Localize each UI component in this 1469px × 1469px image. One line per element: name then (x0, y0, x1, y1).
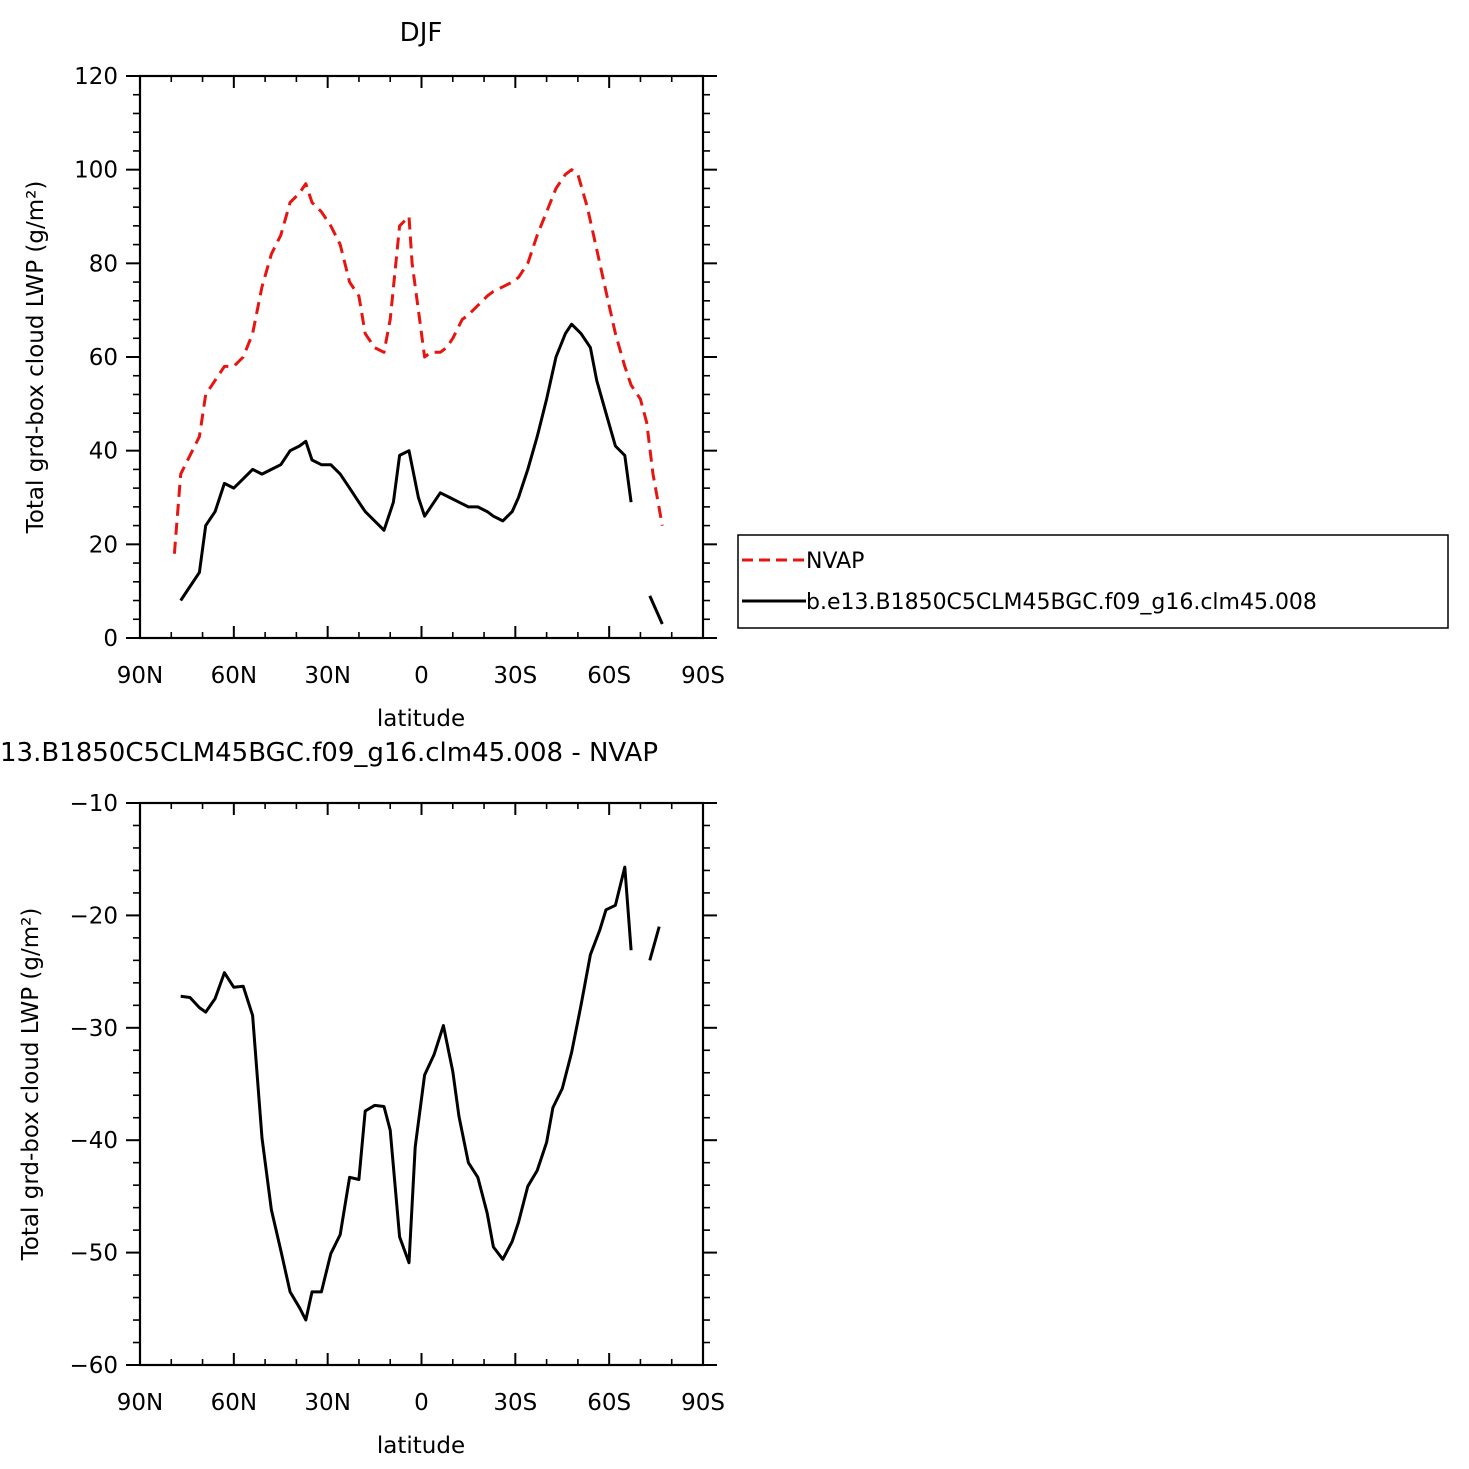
top-panel-y-axis-label: Total grd-box cloud LWP (g/m²) (23, 181, 49, 535)
x-tick-label: 0 (414, 1390, 429, 1416)
y-tick-label: 0 (103, 626, 118, 652)
x-tick-label: 30S (493, 1390, 537, 1416)
y-tick-label: 120 (74, 64, 118, 90)
top-panel: DJF 90N 60N 30N 0 30S 60S 90S 0 20 40 60 80 100 120 l… (23, 18, 725, 732)
y-tick-label: 60 (89, 345, 118, 371)
y-tick-label: 20 (89, 532, 118, 558)
bottom-panel-y-axis-label: Total grd-box cloud LWP (g/m²) (18, 908, 44, 1262)
y-tick-label: −60 (69, 1353, 118, 1379)
bottom-panel-series (180, 865, 661, 1322)
series-line-nvap-segment-0 (172, 168, 664, 554)
top-panel-ticks: 90N 60N 30N 0 30S 60S 90S 0 20 40 60 80 100 120 (74, 64, 725, 689)
series-line-difference-segment-0 (180, 865, 633, 1322)
x-tick-label: 90N (117, 1390, 163, 1416)
series-line-b-e13-b1850c5clm45bgc-f09-g16-clm45-008-segment-1 (648, 595, 664, 625)
x-tick-label: 60S (587, 1390, 631, 1416)
x-tick-label: 90S (681, 663, 725, 689)
legend-label-model: b.e13.B1850C5CLM45BGC.f09_g16.clm45.008 (806, 590, 1317, 615)
y-tick-label: −20 (69, 903, 118, 929)
x-tick-label: 0 (414, 663, 429, 689)
x-tick-label: 30N (304, 1390, 350, 1416)
x-tick-label: 60N (211, 663, 257, 689)
y-tick-label: 40 (89, 439, 118, 465)
x-tick-label: 30N (304, 663, 350, 689)
bottom-panel: 13.B1850C5CLM45BGC.f09_g16.clm45.008 - N… (0, 738, 725, 1459)
legend-box (737, 534, 1449, 629)
x-tick-label: 90S (681, 1390, 725, 1416)
series-line-difference-segment-1 (648, 926, 661, 961)
y-tick-label: −10 (69, 791, 118, 817)
y-tick-label: 80 (89, 251, 118, 277)
x-tick-label: 90N (117, 663, 163, 689)
x-tick-label: 60S (587, 663, 631, 689)
top-panel-series (172, 168, 664, 625)
legend: NVAP b.e13.B1850C5CLM45BGC.f09_g16.clm45… (737, 534, 1449, 629)
top-plot-frame (138, 74, 705, 640)
legend-label-nvap: NVAP (806, 549, 864, 574)
top-panel-x-axis-label: latitude (377, 706, 465, 732)
bottom-panel-ticks: 90N 60N 30N 0 30S 60S 90S −60 −50 −40 −30 −20 −10 (69, 791, 724, 1416)
top-panel-title: DJF (400, 18, 443, 48)
y-tick-label: 100 (74, 158, 118, 184)
series-line-b-e13-b1850c5clm45bgc-f09-g16-clm45-008-segment-0 (179, 322, 633, 602)
x-tick-label: 30S (493, 663, 537, 689)
x-tick-label: 60N (211, 1390, 257, 1416)
y-tick-label: −30 (69, 1016, 118, 1042)
y-tick-label: −50 (69, 1241, 118, 1267)
bottom-panel-x-axis-label: latitude (377, 1433, 465, 1459)
bottom-panel-title: 13.B1850C5CLM45BGC.f09_g16.clm45.008 - N… (0, 738, 658, 768)
y-tick-label: −40 (69, 1128, 118, 1154)
